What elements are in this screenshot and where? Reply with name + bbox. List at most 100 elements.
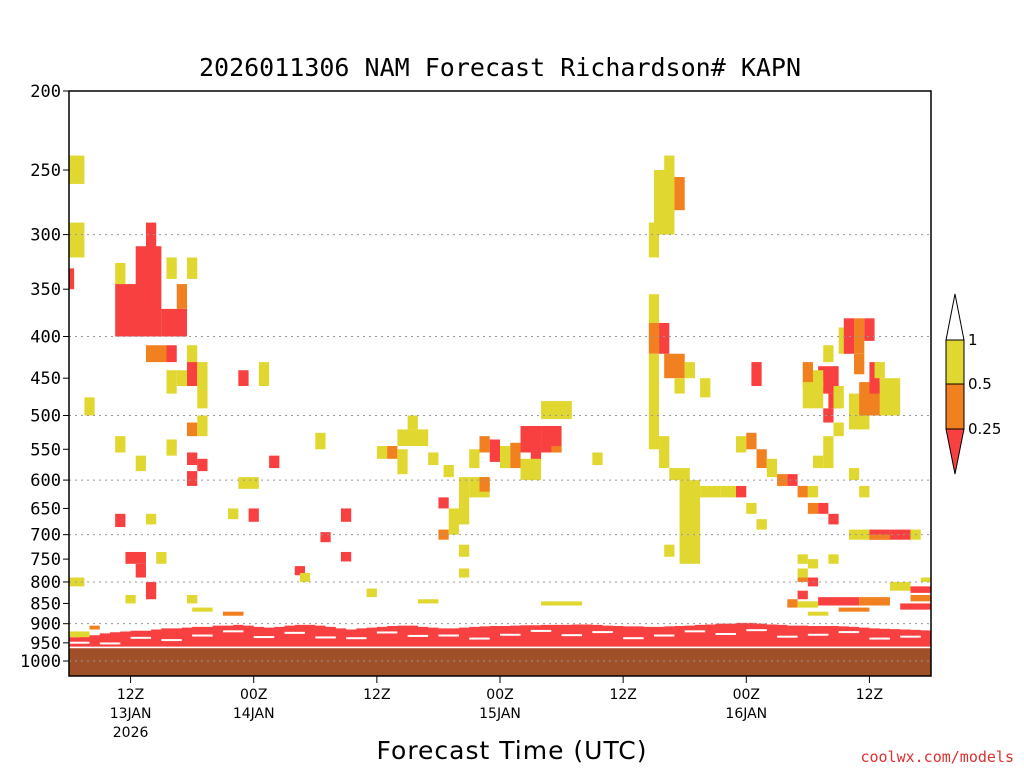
ri-cell xyxy=(807,485,819,498)
ri-cell xyxy=(458,477,470,525)
ri-cell xyxy=(679,534,701,564)
ri-cell xyxy=(823,408,834,423)
ri-cell xyxy=(889,378,901,416)
ri-cell xyxy=(746,502,757,514)
bl-streak xyxy=(376,631,398,634)
ri-cell xyxy=(187,471,198,486)
ri-cell xyxy=(674,378,685,394)
credit-link[interactable]: coolwx.com/models xyxy=(860,748,1014,766)
ri-cell xyxy=(458,544,470,557)
ri-cell xyxy=(340,551,352,562)
ri-cell xyxy=(299,573,311,582)
bl-streak xyxy=(99,642,121,645)
ri-cell xyxy=(889,529,911,540)
bl-streak xyxy=(777,635,798,638)
bl-streak xyxy=(900,635,921,638)
ri-cell xyxy=(797,601,819,608)
ri-cell xyxy=(679,480,701,535)
ri-cell xyxy=(397,429,429,447)
ri-cell xyxy=(797,485,808,498)
ri-cell xyxy=(664,155,675,184)
ri-cell xyxy=(720,485,737,498)
bl-streak xyxy=(715,633,737,636)
ri-cell xyxy=(69,631,90,638)
legend-level-label: 1 xyxy=(968,331,978,349)
ri-cell xyxy=(900,603,931,610)
x-axis-label: Forecast Time (UTC) xyxy=(377,736,648,765)
bl-streak xyxy=(623,637,644,640)
ri-cell xyxy=(818,597,860,606)
ri-cell xyxy=(407,415,418,430)
ri-cell xyxy=(669,468,690,481)
ri-cell xyxy=(125,551,146,564)
ri-cell xyxy=(166,370,177,394)
ri-cell xyxy=(315,432,326,450)
ri-cell xyxy=(854,318,865,354)
ri-cell xyxy=(197,458,208,472)
legend: 1 0.5 0.25 xyxy=(945,293,1001,475)
ri-cell xyxy=(89,625,100,630)
x-tick-label: 12Z xyxy=(117,687,144,703)
ri-cell xyxy=(135,563,146,578)
ri-cell xyxy=(479,436,490,453)
y-tick-label: 900 xyxy=(30,615,61,635)
bl-streak xyxy=(438,634,459,637)
ri-cell xyxy=(228,508,239,520)
ri-cell xyxy=(812,455,824,469)
bl-streak xyxy=(807,633,829,636)
bl-streak xyxy=(653,634,675,637)
bl-streak xyxy=(69,641,90,644)
x-axis: 12Z 13JAN 2026 00Z 14JAN 12Z 00Z 15JAN 12Z 00Z 16J… xyxy=(110,676,883,741)
x-tick-label: 12Z xyxy=(363,687,390,703)
ri-cell xyxy=(648,415,660,450)
bl-streak xyxy=(346,637,367,640)
ri-cell xyxy=(664,353,685,379)
ri-cell xyxy=(135,455,146,472)
ri-cell xyxy=(269,455,280,469)
ri-cell xyxy=(843,318,855,354)
ri-cell xyxy=(258,362,270,386)
ri-cell xyxy=(823,436,834,469)
x-tick-date: 14JAN xyxy=(233,706,275,722)
ri-cell xyxy=(910,595,931,602)
ri-cell xyxy=(736,436,747,453)
ri-cell xyxy=(115,436,126,453)
ri-cell xyxy=(807,502,819,514)
ri-cell xyxy=(648,322,660,354)
ri-cell xyxy=(787,599,798,608)
x-tick-label: 12Z xyxy=(609,687,636,703)
ri-cell xyxy=(145,581,157,600)
x-tick-label: 12Z xyxy=(856,687,883,703)
bl-streak xyxy=(192,634,213,637)
ri-cell xyxy=(920,577,931,582)
ri-cell xyxy=(510,442,521,469)
ri-cell xyxy=(659,436,670,469)
y-axis: 200 250 300 350 400 450 500 550 600 650 700 750 8008… xyxy=(20,82,69,672)
ri-cell xyxy=(443,465,454,478)
ri-cell xyxy=(166,439,177,456)
ri-cell xyxy=(187,257,198,279)
ri-cell xyxy=(736,485,747,498)
ri-cell xyxy=(659,322,670,354)
x-tick-date: 15JAN xyxy=(479,706,521,722)
ri-cell xyxy=(438,497,449,509)
ri-cell xyxy=(874,362,885,379)
ri-cell xyxy=(797,577,808,582)
ri-cell xyxy=(125,595,136,604)
y-tick-label: 400 xyxy=(30,327,61,347)
ri-cell xyxy=(197,415,208,437)
y-tick-label: 950 xyxy=(30,634,61,654)
ri-cell xyxy=(879,378,890,416)
ri-cell xyxy=(592,452,603,466)
y-tick-label: 800 xyxy=(30,573,61,593)
y-tick-label: 350 xyxy=(30,280,61,300)
ri-cell xyxy=(848,529,870,540)
bl-streak xyxy=(315,636,336,639)
ri-cell xyxy=(145,345,167,363)
bl-streak xyxy=(222,630,244,633)
ri-cell xyxy=(746,432,757,450)
ri-cell xyxy=(802,362,813,386)
ri-cell xyxy=(479,477,490,492)
ri-cell xyxy=(797,568,808,578)
ri-cell xyxy=(387,446,398,459)
